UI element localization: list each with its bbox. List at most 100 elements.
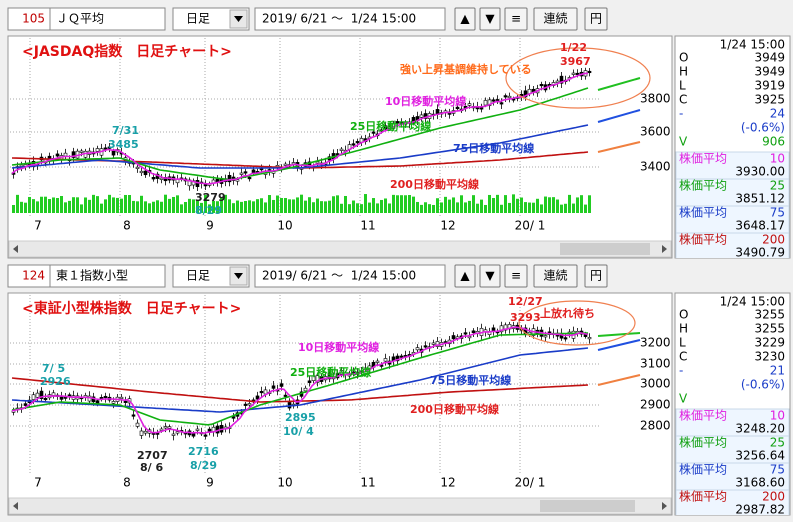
volume-bar [316,198,319,213]
candle-body [587,337,592,340]
volume-bar [416,201,419,213]
y-tick-label: 3100 [640,357,671,371]
toolbar-button[interactable] [454,264,476,288]
toolbar-button[interactable] [533,264,578,288]
ohlc-key: L [679,336,686,350]
candle-body [383,358,388,362]
candle-body [55,153,60,157]
y-tick-label: 3800 [640,92,671,106]
volume-bar [140,195,143,213]
toolbar-button[interactable] [584,264,608,288]
candle-body [143,170,148,176]
volume-bar [24,202,27,213]
volume-bar [112,197,115,213]
volume-bar [248,200,251,213]
volume-bar [228,199,231,213]
volume-bar [420,204,423,213]
toolbar-button[interactable] [504,264,528,288]
toolbar-button[interactable] [504,7,528,31]
candle-body [483,100,488,106]
toolbar-button[interactable] [454,7,476,31]
candle-body [139,430,144,436]
volume-value: 906 [762,135,785,149]
candle-body [451,335,456,340]
volume-bar [36,201,39,213]
candle-body [415,347,420,351]
trend-arrow [597,141,641,153]
info-panel: 1/24 15:00 O 3255 H 3255 L 3229 C 3230 - 21(-0.6%)… [674,292,791,516]
candle-body [395,121,400,124]
annotation: 1/22 [560,41,587,54]
volume-bar [496,194,499,213]
volume-bar [28,196,31,213]
volume-bar [540,204,543,213]
volume-bar [472,195,475,213]
candle-body [479,107,484,110]
toolbar-button[interactable] [479,7,501,31]
candle-body [239,172,244,175]
toolbar-button[interactable] [584,7,608,31]
volume-bar [312,202,315,213]
volume-bar [256,199,259,213]
change-pct: (-0.6%) [741,121,785,135]
candle-body [71,151,76,158]
x-tick-label: 10 [277,219,292,233]
toolbar-button-label: ▼ [485,269,495,283]
scrollbar [8,497,672,515]
candle-body [107,146,112,149]
candle-body [279,383,284,387]
toolbar-button[interactable] [533,7,578,31]
info-time: 1/24 15:00 [720,38,785,52]
trend-arrow [597,109,641,123]
ma-period: 10 [770,152,785,166]
volume-bar [268,195,271,213]
candle-body [423,113,428,119]
ma-row [675,435,790,464]
scroll-left[interactable] [13,245,18,253]
annotation: 12/27 [508,295,543,308]
ohlc-key: O [679,308,688,322]
annotation: 8/29 [195,204,222,217]
volume-bar [132,200,135,213]
scroll-left[interactable] [13,502,18,510]
volume-bar [100,203,103,213]
chart-area: 3800 3600 3400 7 8 9 10 11 12 20/ 1 <JASDAQ指数 日足チャ… [7,35,673,259]
candle-body [375,360,380,363]
scroll-thumb[interactable] [560,243,650,255]
toolbar-button-label: ▼ [485,12,495,26]
candle-body [259,391,264,394]
ohlc-value: 3230 [754,350,785,364]
volume-bar [588,195,591,213]
volume-bar [92,194,95,213]
volume-bar [328,200,331,213]
volume-bar [492,197,495,213]
toolbar: 105 ＪＱ平均 日足 2019/ 6/21 ～ 1/24 15:00 ▲ ▼ ≡ 連続 円 [7,7,608,31]
annotation: 7/31 [112,124,139,137]
volume-bar [392,194,395,213]
annotation: 2895 [285,411,316,424]
ma-period: 200 [762,233,785,247]
annotation: 8/ 6 [140,461,164,474]
volume-bar [160,201,163,213]
change-key: - [679,107,683,121]
dropdown-arrow [234,16,243,22]
candle-body [203,434,208,437]
volume-bar [508,202,511,213]
scroll-right[interactable] [662,502,667,510]
candle-body [31,394,36,400]
x-tick-label: 8 [123,219,131,233]
candle-body [111,150,116,156]
scroll-thumb[interactable] [540,500,635,512]
volume-bar [552,197,555,213]
annotation: 10日移動平均線 [298,340,379,354]
candle-body [195,428,200,431]
highlight-ellipse [518,300,636,346]
toolbar-button[interactable] [479,264,501,288]
candle-body [111,401,116,404]
volume-bar [296,197,299,213]
range: 2019/ 6/21 ～ 1/24 15:00 [262,12,416,26]
chart-panel: 124 東１指数小型 日足 2019/ 6/21 ～ 1/24 15:00 ▲ ▼ ≡ 連続 円… [7,264,791,516]
volume-bar [16,194,19,213]
scroll-right[interactable] [662,245,667,253]
